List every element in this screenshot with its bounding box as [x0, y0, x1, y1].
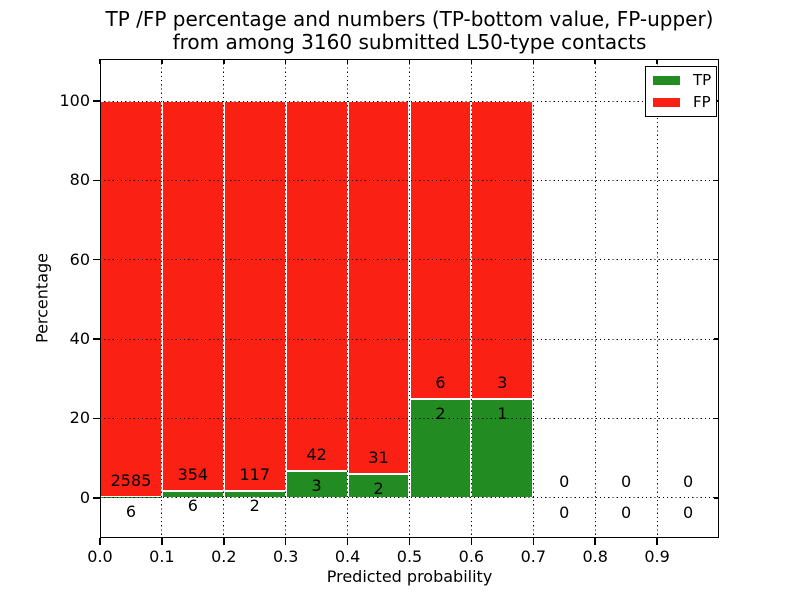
y-tick-inner — [714, 338, 719, 340]
y-tick — [93, 179, 100, 182]
y-tick-label: 100 — [59, 91, 90, 110]
tp-count-label: 6 — [187, 496, 198, 516]
tp-count-label: 0 — [559, 502, 570, 522]
x-tick-label: 0.5 — [396, 547, 423, 566]
x-tick — [656, 538, 658, 545]
tp-count-label: 6 — [125, 501, 137, 521]
fp-bar-segment — [161, 101, 224, 492]
y-tick-label: 20 — [69, 408, 90, 428]
fp-count-label: 0 — [559, 471, 570, 491]
fp-swatch-icon — [653, 98, 680, 107]
x-axis-label: Predicted probability — [326, 567, 493, 586]
fp-count-label: 6 — [435, 372, 446, 392]
fp-count-label: 0 — [621, 471, 632, 491]
y-tick-label: 80 — [69, 170, 90, 190]
chart-title: TP /FP percentage and numbers (TP-bottom… — [100, 8, 719, 54]
chart-title-line1: TP /FP percentage and numbers (TP-bottom… — [105, 7, 714, 31]
x-tick — [470, 538, 473, 545]
y-tick-label: 40 — [69, 329, 90, 349]
fp-count-label: 31 — [368, 447, 389, 467]
x-tick — [594, 538, 596, 545]
x-tick — [284, 538, 287, 545]
tp-count-label: 1 — [497, 403, 508, 423]
x-tick — [408, 538, 411, 545]
x-tick-inner — [594, 59, 596, 64]
legend-item-fp: FP — [646, 95, 716, 110]
fp-count-label: 117 — [239, 465, 271, 485]
x-tick — [346, 538, 349, 545]
x-gridline — [470, 59, 472, 538]
legend-label-fp: FP — [693, 93, 711, 111]
x-tick-inner — [223, 59, 225, 64]
x-tick-label: 0.8 — [582, 547, 608, 566]
tp-count-label: 2 — [435, 403, 446, 423]
y-tick-inner — [714, 179, 719, 182]
x-tick — [161, 538, 163, 545]
x-tick-inner — [470, 59, 473, 64]
x-gridline — [532, 59, 534, 538]
fp-bar-segment — [471, 101, 534, 399]
y-tick — [93, 258, 100, 261]
x-tick-label: 0.9 — [644, 547, 670, 566]
fp-bar-segment — [100, 101, 162, 497]
legend-label-tp: TP — [693, 71, 712, 89]
legend: TP FP — [645, 66, 717, 117]
fp-count-label: 0 — [682, 471, 694, 491]
x-tick — [223, 538, 225, 545]
tp-count-label: 0 — [621, 502, 632, 522]
x-gridline — [285, 59, 287, 538]
x-tick-label: 0.2 — [211, 547, 237, 566]
x-tick-inner — [284, 59, 287, 64]
tp-count-label: 3 — [311, 476, 322, 496]
x-tick-inner — [656, 59, 658, 64]
x-tick-label: 0.4 — [334, 547, 361, 566]
x-tick-inner — [99, 59, 101, 64]
y-tick — [93, 417, 100, 420]
x-tick-inner — [161, 59, 163, 64]
fp-bar-segment — [409, 101, 472, 399]
fp-bar-segment — [223, 101, 286, 492]
y-tick — [93, 100, 100, 102]
fp-count-label: 354 — [177, 465, 209, 485]
tp-swatch-icon — [653, 76, 680, 85]
x-gridline — [347, 59, 349, 538]
y-tick-inner — [714, 417, 719, 420]
x-tick-label: 0.1 — [149, 547, 175, 566]
tp-bar-segment — [347, 473, 410, 498]
x-gridline — [656, 59, 658, 538]
y-tick-inner — [714, 258, 719, 261]
y-tick — [93, 497, 100, 499]
tp-count-label: 2 — [373, 478, 384, 498]
tp-count-label: 2 — [249, 496, 260, 516]
plot-area: TP FP 2585 6 354 6 117 2 42 3 31 2 6 2 3 1 0 0 0 0 0 0 0 20 40 6… — [59, 59, 719, 566]
x-tick-label: 0.6 — [458, 547, 485, 566]
x-tick — [532, 538, 535, 545]
x-tick-label: 0.7 — [520, 547, 547, 566]
x-gridline — [223, 59, 225, 538]
y-tick-inner — [714, 497, 719, 499]
x-tick-inner — [408, 59, 411, 64]
y-tick — [93, 338, 100, 340]
y-tick-label: 60 — [69, 249, 90, 269]
fp-count-label: 42 — [306, 445, 327, 465]
fp-count-label: 3 — [497, 372, 508, 392]
x-tick-inner — [346, 59, 349, 64]
x-gridline — [161, 59, 163, 538]
x-gridline — [409, 59, 410, 538]
tp-bar-segment — [285, 471, 348, 498]
chart-title-line2: from among 3160 submitted L50-type conta… — [172, 30, 647, 54]
x-gridline — [594, 59, 596, 538]
x-tick-inner — [532, 59, 535, 64]
x-tick-label: 0.3 — [272, 547, 299, 566]
y-tick-label: 0 — [79, 487, 90, 507]
fp-bar-segment — [285, 101, 348, 472]
x-tick — [99, 538, 101, 545]
legend-item-tp: TP — [646, 73, 716, 88]
fp-count-label: 2585 — [110, 470, 152, 490]
tp-count-label: 0 — [682, 502, 694, 522]
x-tick-label: 0.0 — [87, 547, 113, 566]
tp-bar-segment — [471, 398, 534, 498]
